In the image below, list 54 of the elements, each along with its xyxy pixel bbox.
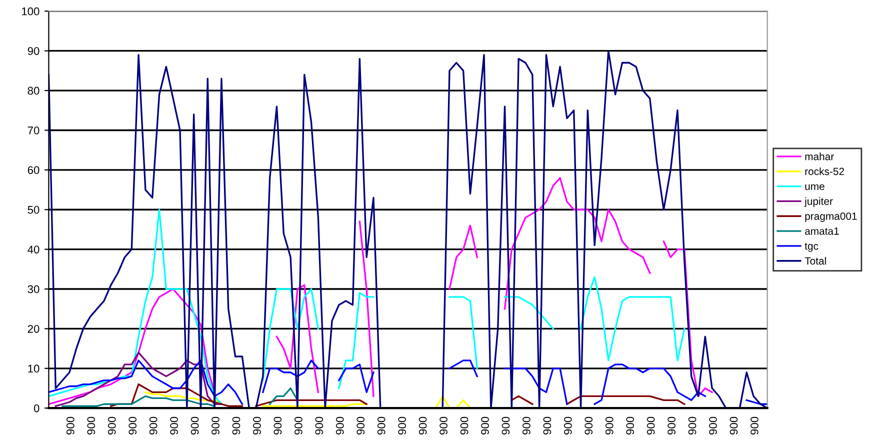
legend-label: amata1 bbox=[805, 228, 839, 235]
y-tick-label: 0 bbox=[34, 404, 40, 412]
x-tick-label: 006 bbox=[584, 416, 593, 434]
x-tick-label: 006 bbox=[212, 416, 220, 434]
y-tick-label: 100 bbox=[22, 7, 40, 16]
x-tick-label: 006 bbox=[398, 416, 406, 434]
x-tick-label: 006 bbox=[418, 416, 427, 434]
x-tick-label: 006 bbox=[646, 416, 655, 434]
x-tick-label: 006 bbox=[750, 416, 758, 434]
x-tick-label: 006 bbox=[336, 416, 344, 434]
y-tick-label: 30 bbox=[28, 285, 40, 294]
x-tick-label: 006 bbox=[440, 416, 448, 434]
x-tick-label: 006 bbox=[253, 416, 261, 434]
legend-label: jupiter bbox=[804, 197, 833, 208]
y-tick-label: 90 bbox=[28, 47, 40, 55]
x-tick-label: 006 bbox=[315, 416, 324, 434]
x-tick-label: 006 bbox=[481, 416, 489, 434]
x-tick-label: 006 bbox=[668, 416, 676, 434]
y-tick-label: 40 bbox=[28, 246, 40, 254]
y-tick-label: 20 bbox=[28, 324, 40, 333]
x-tick-label: 006 bbox=[149, 416, 158, 434]
x-tick-label: 006 bbox=[190, 416, 199, 434]
y-tick-label: 80 bbox=[28, 86, 40, 95]
legend-label: rocks-52 bbox=[805, 167, 844, 176]
legend-label: ume bbox=[805, 184, 824, 190]
x-tick-label: 006 bbox=[730, 416, 738, 434]
legend-label: mahar bbox=[805, 152, 834, 160]
x-tick-label: 006 bbox=[294, 416, 302, 434]
x-tick-label: 006 bbox=[688, 416, 696, 434]
legend-label: pragma001 bbox=[805, 212, 857, 222]
x-tick-label: 006 bbox=[460, 416, 468, 434]
legend-label: Total bbox=[804, 256, 826, 265]
x-tick-label: 006 bbox=[170, 416, 178, 434]
x-tick-label: 006 bbox=[564, 416, 572, 434]
x-tick-label: 006 bbox=[605, 416, 614, 434]
x-tick-label: 006 bbox=[502, 416, 510, 434]
x-tick-label: 006 bbox=[87, 416, 96, 434]
x-tick-label: 006 bbox=[709, 416, 717, 434]
x-tick-label: 006 bbox=[626, 416, 634, 434]
line-series bbox=[54, 352, 222, 407]
x-tick-label: 006 bbox=[356, 416, 365, 434]
y-tick-label: 60 bbox=[28, 166, 40, 174]
x-tick-label: 006 bbox=[232, 416, 240, 434]
y-tick-label: 50 bbox=[28, 206, 40, 214]
x-tick-label: 006 bbox=[377, 416, 386, 434]
legend-label: tgc bbox=[804, 242, 818, 252]
x-tick-label: 006 bbox=[108, 416, 116, 434]
x-tick-label: 006 bbox=[543, 416, 552, 434]
x-tick-label: 006 bbox=[128, 416, 137, 434]
x-tick-label: 006 bbox=[522, 416, 530, 434]
x-tick-label: 006 bbox=[274, 416, 282, 434]
x-tick-label: 006 bbox=[66, 416, 74, 434]
y-tick-label: 70 bbox=[28, 126, 40, 134]
y-tick-label: 10 bbox=[28, 364, 40, 373]
